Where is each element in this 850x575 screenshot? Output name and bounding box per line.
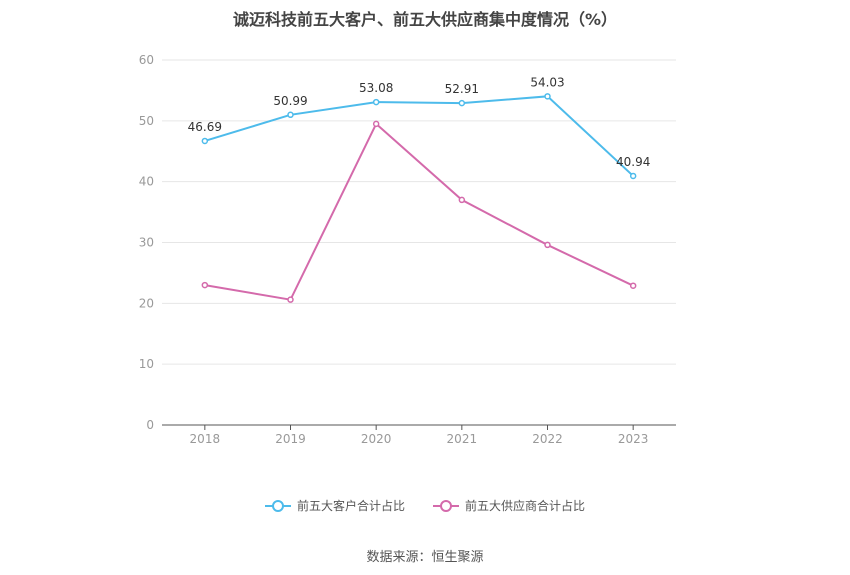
data-point [372, 120, 380, 128]
chart-title: 诚迈科技前五大客户、前五大供应商集中度情况（%） [232, 10, 618, 29]
x-tick-label: 2021 [447, 432, 478, 446]
y-tick-label: 60 [139, 53, 154, 67]
data-point [458, 196, 466, 204]
legend-line-marker-icon [433, 499, 459, 512]
legend-marker [271, 499, 284, 512]
series-line-2 [204, 122, 634, 301]
y-tick-label: 0 [146, 418, 154, 432]
source-note: 数据来源：恒生聚源 [366, 550, 484, 565]
data-label: 46.69 [188, 120, 222, 134]
data-labels: 46.69 50.99 53.08 52.91 54.03 40.94 [188, 75, 651, 169]
legend: 前五大客户合计占比 前五大供应商合计占比 [0, 497, 850, 514]
legend-marker [440, 499, 452, 512]
series-line-1 [204, 95, 634, 177]
axes: 0 10 20 30 40 50 60 2018 2019 2020 2021 2022 2023 [139, 53, 676, 446]
data-label: 50.99 [273, 94, 307, 108]
data-point [544, 93, 551, 100]
legend-item-2[interactable]: 前五大供应商合计占比 [433, 497, 585, 514]
legend-label: 前五大客户合计占比 [296, 499, 405, 513]
data-point [544, 241, 551, 249]
data-label: 54.03 [530, 75, 564, 89]
data-point [629, 172, 637, 180]
x-tick-label: 2020 [361, 432, 392, 446]
y-tick-label: 40 [139, 175, 154, 189]
x-tick-label: 2022 [532, 432, 563, 446]
legend-line-marker-icon [264, 499, 291, 512]
data-point [287, 296, 294, 303]
data-point [287, 111, 294, 119]
data-point [372, 98, 380, 106]
data-point [201, 281, 209, 289]
y-tick-label: 30 [139, 236, 154, 250]
data-label: 53.08 [359, 81, 393, 95]
x-tick-label: 2019 [275, 432, 306, 446]
y-tick-label: 50 [139, 114, 154, 128]
y-tick-label: 10 [139, 357, 154, 371]
x-tick-label: 2018 [190, 432, 221, 446]
data-label: 52.91 [445, 82, 479, 96]
legend-item-1[interactable]: 前五大客户合计占比 [264, 497, 405, 514]
grid-lines [162, 59, 676, 365]
data-point [629, 282, 637, 289]
data-point [201, 137, 209, 145]
legend-label: 前五大供应商合计占比 [465, 499, 586, 513]
y-tick-label: 20 [139, 296, 154, 310]
x-tick-label: 2023 [618, 432, 649, 446]
data-point [458, 99, 466, 107]
series-layer [201, 93, 637, 303]
data-label: 40.94 [616, 155, 650, 169]
